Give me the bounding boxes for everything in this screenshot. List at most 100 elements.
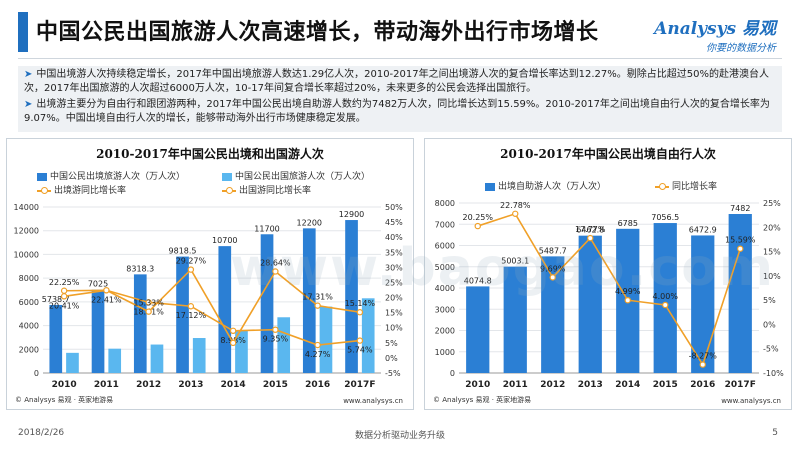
chart-source-left: © Analysys 易观 · 英家地游易: [15, 396, 114, 404]
y2-tick-label: 5%: [763, 296, 776, 305]
legend-swatch: [485, 182, 495, 191]
x-tick-label: 2011: [94, 380, 119, 390]
bar: [466, 286, 490, 373]
y-tick-label: 7000: [435, 220, 455, 229]
line-point: [229, 327, 237, 335]
legend-item: 出境自助游人次（万人次）: [485, 179, 606, 192]
bar: [691, 235, 715, 373]
series-line: [64, 268, 360, 345]
line-point: [103, 287, 110, 294]
bar: [91, 289, 105, 373]
y2-tick-label: -5%: [385, 369, 401, 378]
line-value-label: 4.27%: [305, 350, 331, 359]
y2-tick-label: 0%: [385, 354, 398, 363]
summary-point-2: ➤ 出境游主要分为自由行和跟团游两种，2017年中国公民出境自助游人数约为7482…: [24, 98, 776, 126]
line-point: [60, 293, 68, 300]
y2-tick-label: -5%: [763, 345, 779, 354]
chart-url-left: www.analysys.cn: [343, 397, 403, 405]
line-point: [60, 287, 68, 294]
line-value-label: 15.33%: [133, 299, 164, 308]
chart-panel-outbound: 2010-2017年中国公民出境和出国游人次 中国公民出境旅游人次（万人次） 中…: [6, 138, 414, 410]
chart-legend-right: 出境自助游人次（万人次） 同比增长率: [485, 179, 785, 193]
x-tick-label: 2014: [615, 380, 640, 390]
summary-point-1: ➤ 中国出境游人次持续稳定增长，2017年中国出境旅游人数达1.29亿人次，201…: [24, 68, 776, 96]
title-accent-bar: [18, 12, 28, 52]
line-value-label: 20.41%: [49, 301, 80, 310]
line-point: [624, 296, 631, 304]
y-tick-label: 10000: [14, 250, 39, 259]
line-value-label: 17.77%: [575, 225, 606, 234]
line-point: [699, 361, 706, 368]
summary-box: ➤ 中国出境游人次持续稳定增长，2017年中国出境旅游人数达1.29亿人次，201…: [18, 66, 782, 132]
line-point: [187, 266, 195, 273]
line-value-label: 5.74%: [347, 346, 373, 355]
bar-value-label: 5738.7: [42, 295, 70, 304]
x-tick-label: 2016: [690, 380, 715, 390]
y-tick-label: 2000: [19, 345, 39, 354]
y2-tick-label: 10%: [763, 272, 781, 281]
bar: [108, 348, 122, 373]
bar: [66, 352, 79, 373]
line-value-label: 9.35%: [263, 335, 289, 344]
bar: [192, 338, 206, 373]
legend-line-swatch: [37, 186, 51, 194]
line-point: [145, 299, 152, 306]
y2-tick-label: 30%: [385, 263, 403, 272]
legend-item: 同比增长率: [655, 179, 717, 192]
y-tick-label: 4000: [19, 322, 39, 331]
bar-value-label: 6785: [618, 219, 638, 228]
legend-line-swatch: [655, 182, 669, 190]
line-point: [474, 222, 481, 230]
bar: [503, 266, 527, 373]
x-tick-label: 2015: [653, 380, 678, 390]
footer-date: 2018/2/26: [18, 428, 65, 438]
summary-text-2: 出境游主要分为自由行和跟团游两种，2017年中国公民出境自助游人数约为7482万…: [24, 99, 770, 124]
legend-label: 出境自助游人次（万人次）: [498, 182, 607, 192]
line-point: [229, 339, 237, 347]
header-divider: [18, 58, 782, 59]
line-value-label: 20.25%: [462, 213, 493, 222]
line-point: [356, 337, 364, 344]
page-number: 5: [772, 428, 778, 438]
bar: [218, 246, 232, 373]
y2-tick-label: 20%: [385, 294, 403, 303]
y-tick-label: 5000: [435, 263, 455, 272]
page-title: 中国公民出国旅游人次高速增长，带动海外出行市场增长: [36, 20, 599, 45]
line-point: [587, 234, 594, 242]
chart-url-right: www.analysys.cn: [721, 397, 781, 405]
y2-tick-label: 0%: [763, 320, 776, 329]
line-value-label: 17.12%: [176, 311, 207, 320]
y-tick-label: 1000: [435, 348, 455, 357]
legend-item: 中国公民出境旅游人次（万人次）: [37, 169, 185, 182]
chart-title-right: 2010-2017年中国公民出境自由行人次: [500, 147, 716, 161]
legend-label: 出境游同比增长率: [54, 186, 127, 196]
line-point: [314, 302, 321, 309]
x-tick-label: 2011: [503, 380, 528, 390]
bar: [150, 344, 164, 373]
x-tick-label: 2017F: [344, 380, 375, 390]
bar-value-label: 6472.9: [689, 225, 717, 234]
line-value-label: 22.78%: [500, 201, 531, 210]
series-line: [477, 212, 742, 367]
line-point: [512, 210, 519, 217]
legend-swatch: [37, 172, 47, 181]
y-tick-label: 14000: [14, 203, 39, 212]
legend-label: 中国公民出国旅游人次（万人次）: [235, 172, 371, 182]
legend-item: 出国游同比增长率: [222, 183, 311, 196]
brand-logo: Analysys 易观 你要的数据分析: [654, 14, 776, 54]
x-tick-label: 2017F: [725, 380, 756, 390]
x-tick-label: 2012: [136, 380, 161, 390]
line-point: [737, 245, 744, 252]
y-tick-label: 12000: [14, 227, 39, 236]
y2-tick-label: 45%: [385, 218, 403, 227]
line-value-label: 29.27%: [176, 257, 207, 266]
line-value-label: 22.25%: [49, 278, 80, 287]
legend-label: 出国游同比增长率: [239, 186, 312, 196]
y-tick-label: 4000: [435, 284, 455, 293]
logo-text: Analysys 易观: [654, 19, 776, 39]
bar: [235, 330, 248, 373]
y-tick-label: 3000: [435, 305, 455, 314]
bullet-arrow-icon: ➤: [24, 69, 33, 80]
y2-tick-label: 25%: [385, 278, 403, 287]
y2-tick-label: -10%: [763, 369, 784, 378]
